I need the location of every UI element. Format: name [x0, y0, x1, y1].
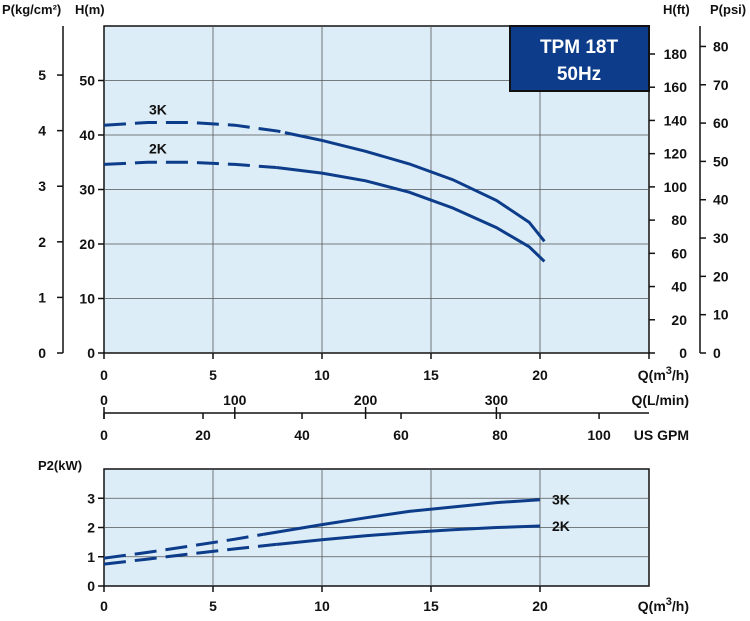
p-q-tick-label: 20	[532, 598, 548, 614]
psi-tick-label: 70	[713, 77, 729, 93]
hm-tick-label: 30	[79, 182, 95, 198]
p2-axis-label: P2(kW)	[38, 458, 82, 473]
power-curve-2k-solid	[276, 524, 541, 546]
hm-axis-label: H(m)	[75, 2, 105, 17]
title-frequency: 50Hz	[557, 64, 601, 85]
p-q-axis-label: Q(m3/h)	[638, 596, 689, 614]
pkg-tick-label: 4	[38, 123, 46, 139]
lmin-tick-label: 300	[485, 392, 509, 408]
gpm-axis-label: US GPM	[634, 427, 689, 443]
p-q-tick-label: 5	[209, 598, 217, 614]
q-tick-label: 10	[314, 367, 330, 383]
pkg-tick-label: 3	[38, 178, 46, 194]
hft-tick-label: 100	[664, 179, 688, 195]
hft-axis-label: H(ft)	[663, 2, 690, 17]
title-box	[509, 25, 650, 92]
lmin-tick-label: 0	[100, 392, 108, 408]
gpm-tick-label: 60	[393, 427, 409, 443]
power-curve-3k-dashed	[103, 532, 264, 560]
q-tick-label: 0	[100, 367, 108, 383]
psi-tick-label: 10	[713, 307, 729, 323]
head-curve-2k-dashed	[103, 160, 277, 169]
hm-tick-label: 10	[79, 291, 95, 307]
hft-tick-label: 180	[664, 46, 688, 62]
pkg-tick-label: 1	[38, 289, 46, 305]
p2-tick-label: 2	[87, 520, 95, 536]
hft-tick-label: 20	[671, 312, 687, 328]
hft-tick-label: 160	[664, 79, 688, 95]
pkg-tick-label: 2	[38, 234, 46, 250]
p-q-tick-label: 10	[314, 598, 330, 614]
hft-tick-label: 80	[671, 212, 687, 228]
gpm-tick-label: 100	[587, 427, 611, 443]
hm-tick-label: 0	[87, 345, 95, 361]
psi-tick-label: 50	[713, 153, 729, 169]
head-curve-3k-solid	[284, 131, 546, 243]
power-curve-2k-dashed	[103, 542, 277, 566]
hft-tick-label: 120	[664, 146, 688, 162]
hm-tick-label: 40	[79, 127, 95, 143]
title-model: TPM 18T	[540, 37, 619, 58]
power-series-label-2k: 2K	[552, 518, 570, 534]
q-tick-label: 20	[532, 367, 548, 383]
head-curve-3k-dashed	[103, 121, 286, 135]
psi-tick-label: 80	[713, 38, 729, 54]
q-axis-label: Q(m3/h)	[638, 365, 689, 383]
hft-tick-label: 40	[671, 279, 687, 295]
p2-tick-label: 1	[87, 549, 95, 565]
pkg-axis-label: P(kg/cm²)	[2, 2, 61, 17]
hm-tick-label: 20	[79, 236, 95, 252]
head-series-label-3k: 3K	[149, 101, 167, 117]
power-series-label-3k: 3K	[552, 492, 570, 508]
pkg-tick-label: 0	[38, 345, 46, 361]
power-curve-3k-solid	[262, 498, 541, 536]
p-q-tick-label: 15	[423, 598, 439, 614]
q-tick-label: 15	[423, 367, 439, 383]
psi-tick-label: 60	[713, 115, 729, 131]
lmin-tick-label: 100	[223, 392, 247, 408]
psi-axis-label: P(psi)	[710, 2, 746, 17]
psi-tick-label: 30	[713, 230, 729, 246]
gpm-tick-label: 0	[100, 427, 108, 443]
hft-tick-label: 0	[679, 345, 687, 361]
psi-tick-label: 40	[713, 192, 729, 208]
head-series-label-2k: 2K	[149, 140, 167, 156]
p2-tick-label: 3	[87, 490, 95, 506]
gpm-tick-label: 80	[492, 427, 508, 443]
gpm-tick-label: 20	[195, 427, 211, 443]
hft-tick-label: 140	[664, 112, 688, 128]
p2-tick-label: 0	[87, 578, 95, 594]
pkg-tick-label: 5	[38, 67, 46, 83]
p-q-tick-label: 0	[100, 598, 108, 614]
hm-tick-label: 50	[79, 73, 95, 89]
psi-tick-label: 0	[713, 345, 721, 361]
q-tick-label: 5	[209, 367, 217, 383]
psi-tick-label: 20	[713, 268, 729, 284]
gpm-tick-label: 40	[294, 427, 310, 443]
lmin-tick-label: 200	[354, 392, 378, 408]
lmin-axis-label: Q(L/min)	[631, 392, 689, 408]
head-curve-2k-solid	[276, 166, 546, 263]
hft-tick-label: 60	[671, 245, 687, 261]
